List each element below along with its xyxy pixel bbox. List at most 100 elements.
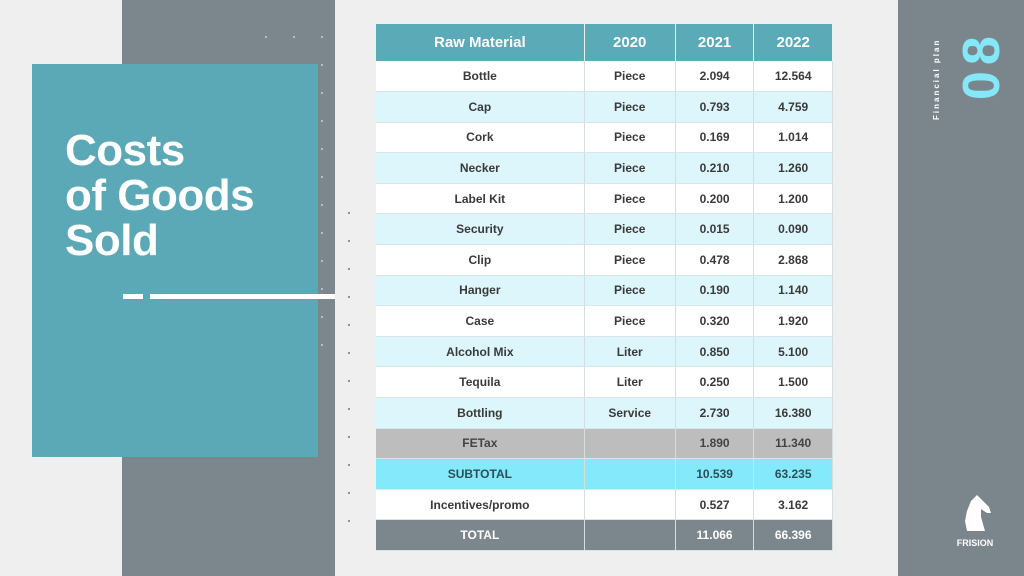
table-cell: SUBTOTAL xyxy=(376,458,585,490)
table-row: Label Kit Piece 0.200 1.200 xyxy=(376,183,833,215)
table-cell xyxy=(584,519,676,551)
table-cell: 0.250 xyxy=(675,366,755,399)
dot xyxy=(348,324,350,326)
dot xyxy=(265,36,267,38)
dot xyxy=(348,408,350,410)
table-row: Clip Piece 0.478 2.868 xyxy=(376,244,833,276)
table-cell: Piece xyxy=(584,61,676,93)
dot xyxy=(321,36,323,38)
table-cell: 11.340 xyxy=(753,428,833,460)
table-cell: 3.162 xyxy=(753,489,833,521)
table-cell: 5.100 xyxy=(753,336,833,368)
column-header: 2022 xyxy=(753,24,833,61)
table-cell: 0.090 xyxy=(753,213,833,246)
table-cell: 1.920 xyxy=(753,305,833,337)
section-number: 08 xyxy=(953,30,1011,100)
dot xyxy=(321,288,323,290)
dot xyxy=(348,464,350,466)
table-cell xyxy=(584,489,676,521)
dot xyxy=(348,268,350,270)
table-row: Incentives/promo 0.527 3.162 xyxy=(376,489,833,521)
dot xyxy=(348,296,350,298)
frision-logo: FRISION xyxy=(950,493,1000,548)
table-cell: Liter xyxy=(584,336,676,368)
table-cell: Liter xyxy=(584,366,676,399)
table-cell: Security xyxy=(376,213,585,246)
table-cell: 1.014 xyxy=(753,122,833,154)
table-cell: TOTAL xyxy=(376,519,585,551)
dot xyxy=(293,36,295,38)
table-cell: 1.500 xyxy=(753,366,833,399)
dot xyxy=(321,176,323,178)
table-cell: 2.730 xyxy=(675,397,755,429)
table-cell: 0.320 xyxy=(675,305,755,337)
dot xyxy=(321,204,323,206)
table-cell: FETax xyxy=(376,428,585,460)
table-cell xyxy=(584,458,676,490)
column-header: 2020 xyxy=(584,24,676,61)
table-cell: Piece xyxy=(584,183,676,215)
table-row: Cork Piece 0.169 1.014 xyxy=(376,122,833,154)
dot xyxy=(321,120,323,122)
column-header: 2021 xyxy=(675,24,755,61)
dot xyxy=(321,316,323,318)
table-cell: Cork xyxy=(376,122,585,154)
table-cell: 0.850 xyxy=(675,336,755,368)
table-cell: Incentives/promo xyxy=(376,489,585,521)
logo-text: FRISION xyxy=(956,538,994,548)
horse-head-icon xyxy=(965,495,991,531)
dot xyxy=(348,520,350,522)
table-cell: 10.539 xyxy=(675,458,755,490)
table-cell: 0.190 xyxy=(675,275,755,307)
table-cell: 1.140 xyxy=(753,275,833,307)
table-cell: Piece xyxy=(584,91,676,123)
table-cell: 16.380 xyxy=(753,397,833,429)
dot xyxy=(321,260,323,262)
dot xyxy=(348,380,350,382)
table-cell: 2.094 xyxy=(675,61,755,93)
table-cell: 11.066 xyxy=(675,519,755,551)
table-cell: Piece xyxy=(584,244,676,276)
dot xyxy=(321,148,323,150)
table-cell: 2.868 xyxy=(753,244,833,276)
table-cell: 1.890 xyxy=(675,428,755,460)
table-cell: Piece xyxy=(584,152,676,184)
table-cell: Necker xyxy=(376,152,585,184)
dot xyxy=(348,240,350,242)
table-cell: Piece xyxy=(584,305,676,337)
table-cell: 0.015 xyxy=(675,213,755,246)
page-title: Costs of Goods Sold xyxy=(65,126,255,263)
right-sidebar xyxy=(898,0,1024,576)
table-cell: 0.478 xyxy=(675,244,755,276)
table-cell: 12.564 xyxy=(753,61,833,93)
cost-table: Raw Material 2020 2021 2022 Bottle Piece 2.09… xyxy=(376,24,833,551)
table-cell: 0.169 xyxy=(675,122,755,154)
table-row: Hanger Piece 0.190 1.140 xyxy=(376,275,833,307)
table-row: Alcohol Mix Liter 0.850 5.100 xyxy=(376,336,833,368)
table-row: Case Piece 0.320 1.920 xyxy=(376,305,833,337)
table-row: Cap Piece 0.793 4.759 xyxy=(376,91,833,123)
table-cell: 0.527 xyxy=(675,489,755,521)
dot xyxy=(348,492,350,494)
dot xyxy=(348,212,350,214)
table-cell: 4.759 xyxy=(753,91,833,123)
table-cell: Bottle xyxy=(376,61,585,93)
table-row: TOTAL 11.066 66.396 xyxy=(376,519,833,551)
dot xyxy=(321,232,323,234)
table-row: Bottle Piece 2.094 12.564 xyxy=(376,61,833,93)
title-line: Costs xyxy=(65,126,185,175)
table-cell: Piece xyxy=(584,213,676,246)
section-label: Financial plan xyxy=(932,38,941,120)
table-cell xyxy=(584,428,676,460)
table-cell: 0.210 xyxy=(675,152,755,184)
table-row: Bottling Service 2.730 16.380 xyxy=(376,397,833,429)
table-cell: Label Kit xyxy=(376,183,585,215)
decor-line xyxy=(150,294,335,299)
dot xyxy=(348,436,350,438)
dot xyxy=(321,344,323,346)
column-header: Raw Material xyxy=(376,24,585,61)
table-row: Necker Piece 0.210 1.260 xyxy=(376,152,833,184)
table-cell: 0.793 xyxy=(675,91,755,123)
dot xyxy=(348,352,350,354)
table-cell: 66.396 xyxy=(753,519,833,551)
